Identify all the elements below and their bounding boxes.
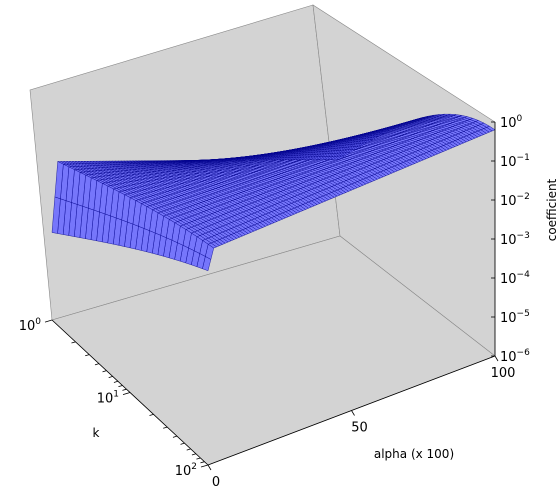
x-tick-mark [207, 464, 212, 471]
y-tick-label: 101 [97, 390, 119, 407]
z-tick-label: 100 [500, 114, 523, 131]
x-tick-mark [494, 355, 499, 362]
axis-labels: alpha (x 100) k coefficient 0 50 100 100 101… [19, 114, 558, 487]
z-tick-label: 10−4 [500, 270, 530, 287]
y-tick-mark [44, 319, 53, 323]
x-axis-label: alpha (x 100) [374, 447, 454, 461]
y-tick-mark [122, 388, 127, 391]
z-tick-label: 10−6 [500, 348, 530, 365]
y-tick-mark [102, 370, 107, 373]
z-axis-label: coefficient [545, 178, 558, 241]
y-tick-mark [186, 448, 191, 451]
y-tick-mark [85, 354, 90, 357]
y-tick-mark [196, 457, 201, 460]
x-tick-label: 100 [491, 366, 516, 381]
x-tick-mark [351, 410, 355, 416]
y-tick-mark [108, 376, 113, 378]
x-tick-label: 50 [351, 421, 368, 436]
y-tick-mark [118, 385, 123, 388]
surface-plot [51, 113, 496, 272]
surface-patch [51, 196, 61, 234]
y-tick-mark [94, 363, 100, 366]
z-tick-label: 10−1 [500, 153, 530, 170]
y-tick-label: 102 [175, 462, 197, 479]
y-tick-mark [191, 453, 197, 456]
y-tick-mark [180, 442, 185, 445]
z-tick-label: 10−3 [500, 231, 530, 248]
z-tick-label: 10−2 [500, 192, 530, 209]
y-tick-label: 100 [19, 317, 42, 334]
y-tick-mark [122, 392, 131, 395]
axis-lines [44, 121, 499, 471]
y-tick-mark [200, 461, 205, 464]
y-tick-mark [149, 413, 154, 416]
y-axis-label: k [93, 426, 100, 440]
y-tick-mark [200, 464, 209, 468]
y-tick-mark [71, 341, 76, 344]
y-tick-mark [172, 435, 178, 438]
x-tick-label: 0 [212, 475, 220, 487]
y-tick-mark [163, 426, 168, 429]
z-tick-label: 10−5 [500, 309, 530, 326]
y-tick-mark [113, 380, 119, 383]
